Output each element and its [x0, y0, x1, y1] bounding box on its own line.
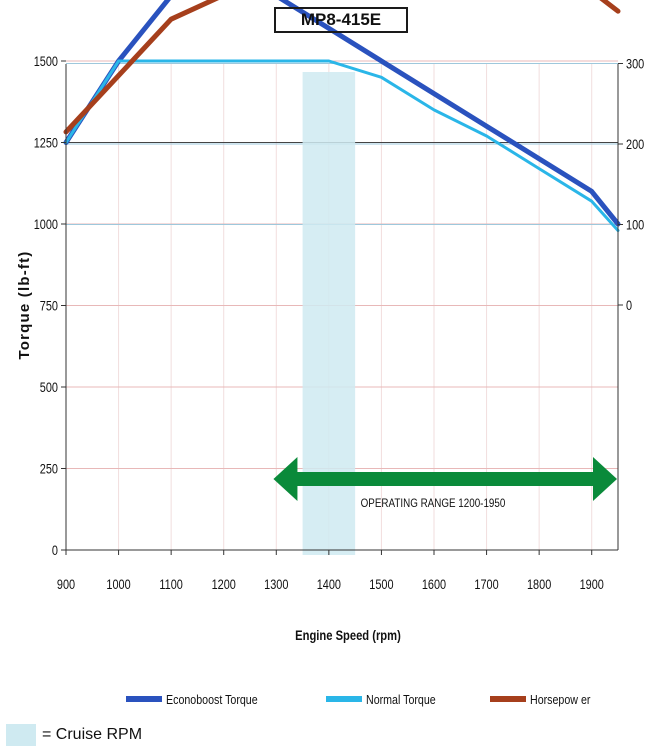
cruise-swatch: [6, 724, 36, 746]
y-right-tick-label: 0: [626, 298, 632, 314]
legend-label-econoboost: Econoboost Torque: [166, 691, 258, 707]
y-left-tick-label: 750: [40, 298, 58, 314]
operating-range-arrow: [273, 457, 617, 501]
x-tick-label: 1500: [369, 577, 393, 593]
x-tick-label: 900: [57, 577, 75, 593]
x-tick-label: 1100: [159, 577, 182, 593]
y-axis-label: Torque (lb-ft): [16, 251, 33, 360]
operating-range-label: OPERATING RANGE 1200-1950: [361, 497, 506, 510]
x-tick-label: 1200: [212, 577, 236, 593]
legend-label-horsepower: Horsepow er: [530, 691, 591, 707]
x-tick-label: 1300: [264, 577, 288, 593]
legend-item-econoboost: Econoboost Torque: [126, 684, 278, 714]
cruise-label: = Cruise RPM: [42, 726, 143, 743]
arrow-head-left: [273, 457, 298, 501]
y-left-tick-label: 250: [40, 461, 58, 477]
series-line-0: [63, 0, 621, 227]
x-tick-label: 1900: [580, 577, 604, 593]
y-left-tick-label: 1000: [34, 217, 58, 233]
x-tick-label: 1800: [527, 577, 551, 593]
series-line-1: [64, 59, 620, 232]
chart-title: MP8-415E: [274, 7, 408, 33]
legend-swatch-normal: [326, 696, 362, 702]
x-tick-label: 1600: [422, 577, 446, 593]
x-tick-label: 1400: [317, 577, 341, 593]
chart-series: [63, 0, 621, 232]
x-axis-label: Engine Speed (rpm): [295, 628, 401, 643]
x-tick-label: 1000: [106, 577, 130, 593]
chart-axes: 0250500750100012501500175020000100200300…: [34, 54, 645, 593]
y-right-tick-label: 200: [626, 137, 644, 153]
legend-swatch-horsepower: [490, 696, 526, 702]
legend-item-horsepower: Horsepow er: [490, 684, 604, 714]
y-left-tick-label: 0: [52, 543, 58, 559]
y-right-tick-label: 300: [626, 56, 644, 72]
cruise-key: = Cruise RPM: [6, 724, 142, 746]
x-tick-label: 1700: [474, 577, 498, 593]
legend-swatch-econoboost: [126, 696, 162, 702]
y-right-tick-label: 100: [626, 217, 644, 233]
legend-item-normal: Normal Torque: [326, 684, 451, 714]
y-left-tick-label: 1250: [34, 135, 58, 151]
series-line-2: [63, 0, 621, 135]
arrow-shaft: [293, 472, 597, 486]
arrow-head-right: [593, 457, 617, 501]
y-left-tick-label: 1500: [34, 54, 58, 70]
legend-label-normal: Normal Torque: [366, 691, 436, 707]
y-left-tick-label: 500: [40, 380, 58, 396]
chart-legend: Econoboost Torque Normal Torque Horsepow…: [0, 684, 657, 714]
